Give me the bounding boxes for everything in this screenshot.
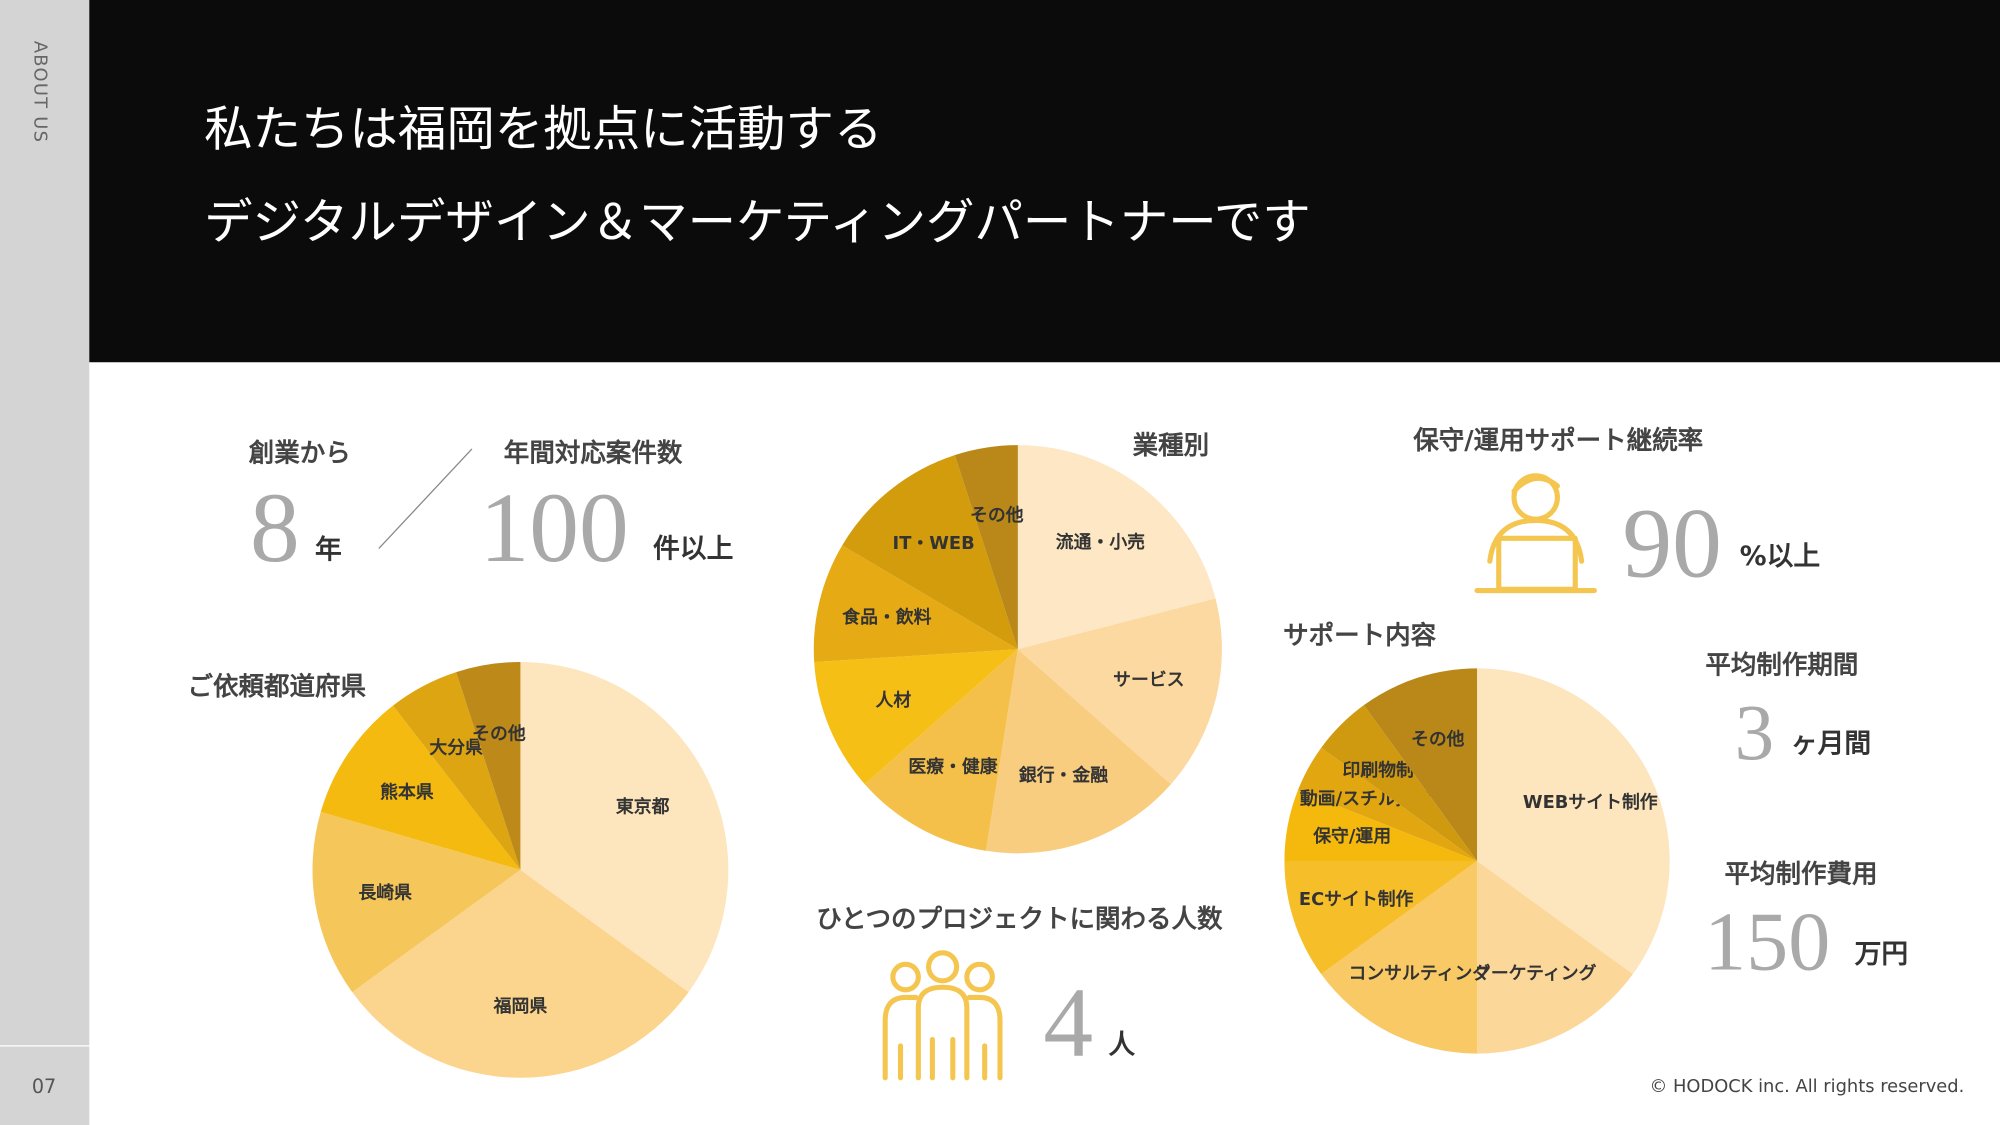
slice-label: コンサルティング <box>1348 962 1490 984</box>
slice-label: 福岡県 <box>493 995 548 1017</box>
slice-label: 流通・小売 <box>1056 531 1145 553</box>
stat-value: 4 <box>1043 967 1093 1078</box>
pie-slice <box>1321 860 1478 1054</box>
pie-slice <box>456 661 521 870</box>
slice-label: 人材 <box>876 689 912 711</box>
slice-label: 熊本県 <box>380 781 434 803</box>
slice-label: 大分県 <box>429 737 483 759</box>
pie-slice <box>1477 668 1670 975</box>
pie-slice <box>392 672 521 870</box>
stat-label: 平均制作費用 <box>1724 860 1877 890</box>
stat-unit: 件以上 <box>653 533 733 564</box>
slice-label: マーケティング <box>1473 962 1597 984</box>
pie-slice <box>1284 860 1478 975</box>
copyright: © HODOCK inc. All rights reserved. <box>1650 1076 1965 1097</box>
stat-value: 90 <box>1622 488 1721 599</box>
pie-slice <box>1477 860 1633 1054</box>
stat-label: 保守/運用サポート継続率 <box>1412 426 1703 456</box>
slice-label: 銀行・金融 <box>1019 764 1108 786</box>
stat-label: 年間対応案件数 <box>504 439 683 469</box>
stat-unit: 年 <box>315 534 342 566</box>
pie-slice <box>1321 705 1478 861</box>
pie-slice <box>520 661 729 993</box>
slice-label: 食品・飲料 <box>842 606 931 628</box>
pie-slice <box>312 811 521 993</box>
team-icon <box>882 950 1003 1081</box>
slice-label: その他 <box>970 504 1024 526</box>
pie-slice <box>813 545 1018 663</box>
pie-slice <box>954 445 1018 650</box>
pie-slice <box>352 869 689 1078</box>
stat-label: 創業から <box>249 439 351 469</box>
slice-label: その他 <box>472 722 526 744</box>
stat-value: 3 <box>1735 690 1775 777</box>
divider <box>378 448 473 549</box>
pie-slice <box>814 649 1018 785</box>
slice-label: 保守/運用 <box>1312 825 1391 847</box>
pie-slice <box>1297 747 1478 861</box>
sidebar <box>0 0 90 1125</box>
pie-slice <box>1017 445 1216 650</box>
pie-slice <box>1284 790 1478 861</box>
worker-icon <box>1474 473 1597 594</box>
header <box>89 0 2000 363</box>
stat-unit: 万円 <box>1855 939 1909 970</box>
header-title: 私たちは福岡を拠点に活動する <box>204 101 882 157</box>
header-title: デジタルデザイン＆マーケティングパートナーです <box>204 195 1311 251</box>
chart-title: 業種別 <box>1133 431 1210 461</box>
slice-label: サービス <box>1113 670 1184 691</box>
slice-label: WEBサイト制作 <box>1523 791 1658 813</box>
chart-title: サポート内容 <box>1283 621 1437 651</box>
stat-value: 100 <box>480 472 629 583</box>
pie-slice <box>1017 598 1222 785</box>
page-number: 07 <box>32 1075 56 1098</box>
stat-value: 150 <box>1704 895 1830 988</box>
slice-label: 医療・健康 <box>908 755 997 777</box>
pie-slice <box>985 649 1171 854</box>
slice-label: その他 <box>1411 728 1465 750</box>
pie-slice <box>320 705 521 870</box>
sidebar-label: ABOUT US <box>29 41 50 143</box>
pie-slice <box>1363 668 1478 861</box>
slice-label: ECサイト制作 <box>1299 888 1414 910</box>
slice-label: 長崎県 <box>358 881 412 903</box>
pie-slice <box>864 649 1018 851</box>
chart-title: ご依頼都道府県 <box>188 672 367 702</box>
stat-label: ひとつのプロジェクトに関わる人数 <box>816 904 1223 934</box>
stat-unit: %以上 <box>1740 541 1820 572</box>
stat-unit: ヶ月間 <box>1791 729 1871 760</box>
pie-slice <box>842 455 1018 650</box>
stat-value: 8 <box>250 472 300 583</box>
stat-label: 平均制作期間 <box>1705 650 1858 680</box>
slice-label: 東京都 <box>616 796 670 818</box>
slice-label: IT・WEB <box>893 533 975 554</box>
stat-unit: 人 <box>1108 1030 1135 1061</box>
